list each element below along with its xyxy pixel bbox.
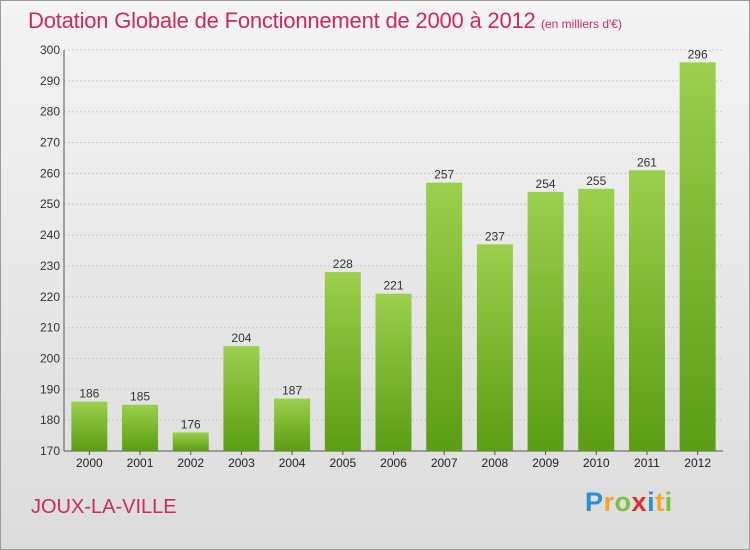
y-tick-label: 290 <box>40 74 60 88</box>
data-label-2010: 255 <box>586 174 606 188</box>
x-tick-label-2007: 2007 <box>431 456 458 470</box>
y-tick-label: 250 <box>40 197 60 211</box>
data-label-2009: 254 <box>536 177 556 191</box>
y-tick-label: 170 <box>40 444 60 458</box>
x-tick-label-2008: 2008 <box>482 456 509 470</box>
labels: 170 180 190 200 210 220 230 240 250 260 270 280 290 3… <box>40 43 711 470</box>
data-label-2005: 228 <box>333 257 353 271</box>
bar-2011 <box>628 170 665 452</box>
logo-letter: x <box>631 487 648 517</box>
y-tick-label: 270 <box>40 136 60 150</box>
y-tick-label: 180 <box>40 413 60 427</box>
y-tick-label: 200 <box>40 351 60 365</box>
x-tick-label-2002: 2002 <box>177 456 204 470</box>
chart-subtitle: (en milliers d'€) <box>541 17 622 31</box>
bar-2009 <box>527 191 564 451</box>
bar-2001 <box>122 404 159 451</box>
data-label-2007: 257 <box>434 168 454 182</box>
logo-letter: i <box>647 487 656 517</box>
proxiti-logo: Proxiti <box>585 487 673 518</box>
data-label-2011: 261 <box>637 155 657 169</box>
logo-letter: o <box>614 487 632 517</box>
y-tick-label: 280 <box>40 105 60 119</box>
data-label-2000: 186 <box>79 387 99 401</box>
x-tick-label-2001: 2001 <box>127 456 154 470</box>
x-tick-label-2009: 2009 <box>532 456 559 470</box>
chart-title: Dotation Globale de Fonctionnement de 20… <box>28 8 536 33</box>
bar-2007 <box>426 182 463 451</box>
y-tick-label: 260 <box>40 166 60 180</box>
y-tick-label: 230 <box>40 259 60 273</box>
logo-letter: i <box>664 487 673 517</box>
x-tick-label-2003: 2003 <box>228 456 255 470</box>
town-name: JOUX-LA-VILLE <box>31 496 177 518</box>
x-tick-label-2006: 2006 <box>380 456 407 470</box>
logo-letter: P <box>585 487 604 517</box>
logo-letter: r <box>603 487 615 517</box>
logo-letter: t <box>655 487 665 517</box>
data-label-2002: 176 <box>181 417 201 431</box>
x-tick-label-2000: 2000 <box>76 456 103 470</box>
data-label-2012: 296 <box>688 47 708 61</box>
x-tick-label-2005: 2005 <box>329 456 356 470</box>
x-tick-label-2012: 2012 <box>684 456 711 470</box>
x-tick-label-2010: 2010 <box>583 456 610 470</box>
bar-2002 <box>172 432 209 451</box>
y-tick-label: 240 <box>40 228 60 242</box>
bar-2000 <box>71 401 108 451</box>
bars <box>71 62 716 452</box>
data-label-2003: 204 <box>231 331 251 345</box>
y-tick-label: 220 <box>40 290 60 304</box>
x-tick-label-2011: 2011 <box>634 456 660 470</box>
bar-2004 <box>274 398 311 451</box>
data-label-2008: 237 <box>485 229 505 243</box>
data-label-2004: 187 <box>282 384 302 398</box>
bar-2003 <box>223 346 260 451</box>
data-label-2006: 221 <box>383 279 403 293</box>
y-tick-label: 210 <box>40 321 60 335</box>
bar-2006 <box>375 293 412 451</box>
data-label-2001: 185 <box>130 390 150 404</box>
bar-2010 <box>578 188 615 452</box>
x-tick-label-2004: 2004 <box>279 456 306 470</box>
bar-2012 <box>679 62 716 451</box>
bar-2008 <box>476 244 513 451</box>
y-tick-label: 300 <box>40 43 60 57</box>
bar-2005 <box>324 272 361 451</box>
y-tick-label: 190 <box>40 382 60 396</box>
